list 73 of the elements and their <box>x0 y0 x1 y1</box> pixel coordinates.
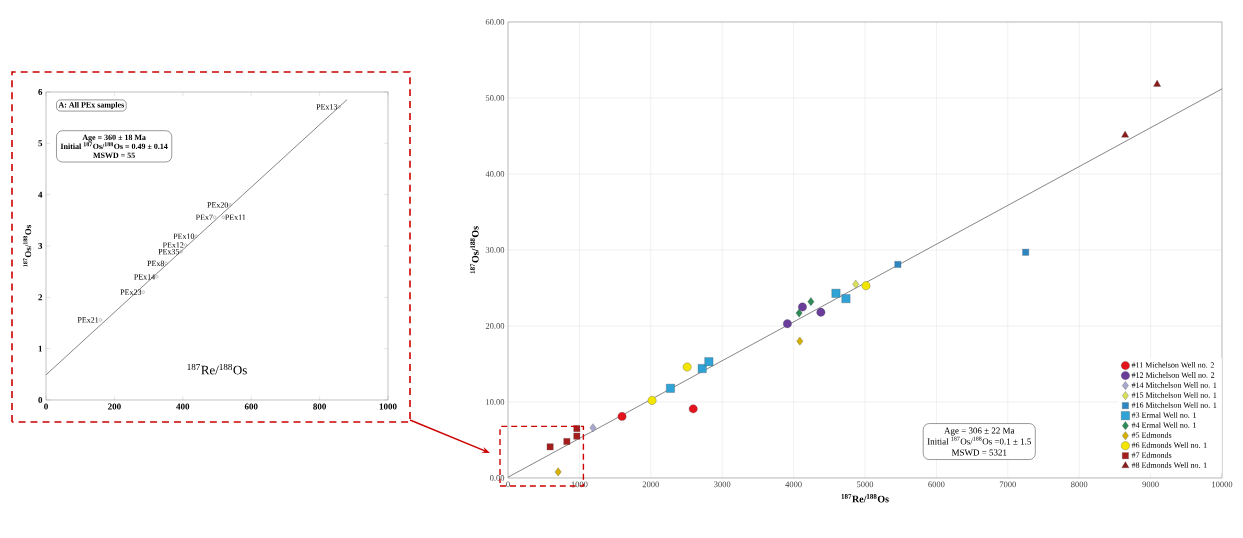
point <box>647 396 657 405</box>
y-axis-title: $^{187}$Os/$^{188}$Os <box>23 225 32 267</box>
y-tick-label: 6 <box>38 88 43 96</box>
point <box>852 279 860 289</box>
point <box>563 438 571 445</box>
x-tick-label: 400 <box>176 403 190 410</box>
x-tick-label: 4000 <box>785 481 802 488</box>
y-tick-label: 10.00 <box>486 399 505 405</box>
annotation: Initial $^{187}$Os/$^{188}$Os =0.1 ± 1.5 <box>927 436 1031 445</box>
point <box>546 443 554 451</box>
y-tick-label: 20.00 <box>485 323 505 329</box>
y-tick-label: 3 <box>38 242 43 250</box>
point <box>617 412 627 421</box>
x-tick-label: 6000 <box>928 481 945 488</box>
y-tick-label: 2 <box>38 294 43 301</box>
point <box>573 425 581 432</box>
x-tick-label: 1000 <box>571 481 588 488</box>
point <box>98 318 102 322</box>
point <box>682 362 692 372</box>
x-tick-label: 1000 <box>379 403 397 410</box>
point <box>589 423 597 433</box>
y-tick-label: 60.00 <box>485 19 505 25</box>
point <box>164 261 168 266</box>
x-tick-label: 7000 <box>999 481 1016 488</box>
annotation: Age = 306 ± 22 Ma <box>944 427 1015 436</box>
point <box>894 261 902 268</box>
point <box>666 383 675 393</box>
point <box>861 281 871 291</box>
point <box>1121 130 1129 138</box>
x-tick-label: 10000 <box>1212 481 1233 488</box>
x-tick-label: 200 <box>108 403 121 410</box>
point <box>1153 79 1161 87</box>
y-tick-label: 50.00 <box>485 95 505 101</box>
point <box>337 105 341 109</box>
point <box>807 297 815 306</box>
point <box>704 357 714 367</box>
y-tick-label: 30.00 <box>485 247 505 253</box>
point <box>795 308 803 318</box>
x-tick-label: 3000 <box>714 481 731 488</box>
y-tick-label: 5 <box>38 140 43 147</box>
y-tick-label: 0.00 <box>490 475 505 481</box>
point <box>213 215 217 219</box>
x-tick-label: 2000 <box>642 481 659 488</box>
x-axis-title: $^{187}$Re/$^{188}$Os <box>187 363 247 375</box>
point <box>573 432 581 440</box>
x-axis-title: $^{187}$Re/$^{188}$Os <box>841 494 889 503</box>
x-tick-label: 0 <box>44 403 48 410</box>
point <box>221 215 225 219</box>
x-tick-label: 5000 <box>857 481 874 488</box>
point <box>841 294 851 303</box>
y-tick-label: 4 <box>38 191 43 198</box>
point <box>228 203 232 207</box>
y-tick-label: 1 <box>38 345 43 352</box>
point <box>831 288 841 298</box>
y-axis-title: $^{187}$Os/$^{188}$Os <box>470 226 479 274</box>
y-tick-label: 40.00 <box>485 171 505 177</box>
point <box>798 302 807 312</box>
annotation: MSWD = 5321 <box>951 449 1007 456</box>
point <box>141 290 145 294</box>
point <box>688 404 698 414</box>
x-tick-label: 800 <box>313 403 326 410</box>
point <box>194 234 198 238</box>
point <box>554 467 562 477</box>
point <box>1022 248 1029 256</box>
point <box>155 275 159 279</box>
x-tick-label: 8000 <box>1071 481 1088 488</box>
x-tick-label: 0 <box>506 481 510 488</box>
point <box>816 307 826 317</box>
x-tick-label: 600 <box>244 403 258 410</box>
point <box>796 336 804 346</box>
point <box>783 319 792 329</box>
x-tick-label: 9000 <box>1142 481 1159 488</box>
y-tick-label: 0 <box>38 396 43 404</box>
